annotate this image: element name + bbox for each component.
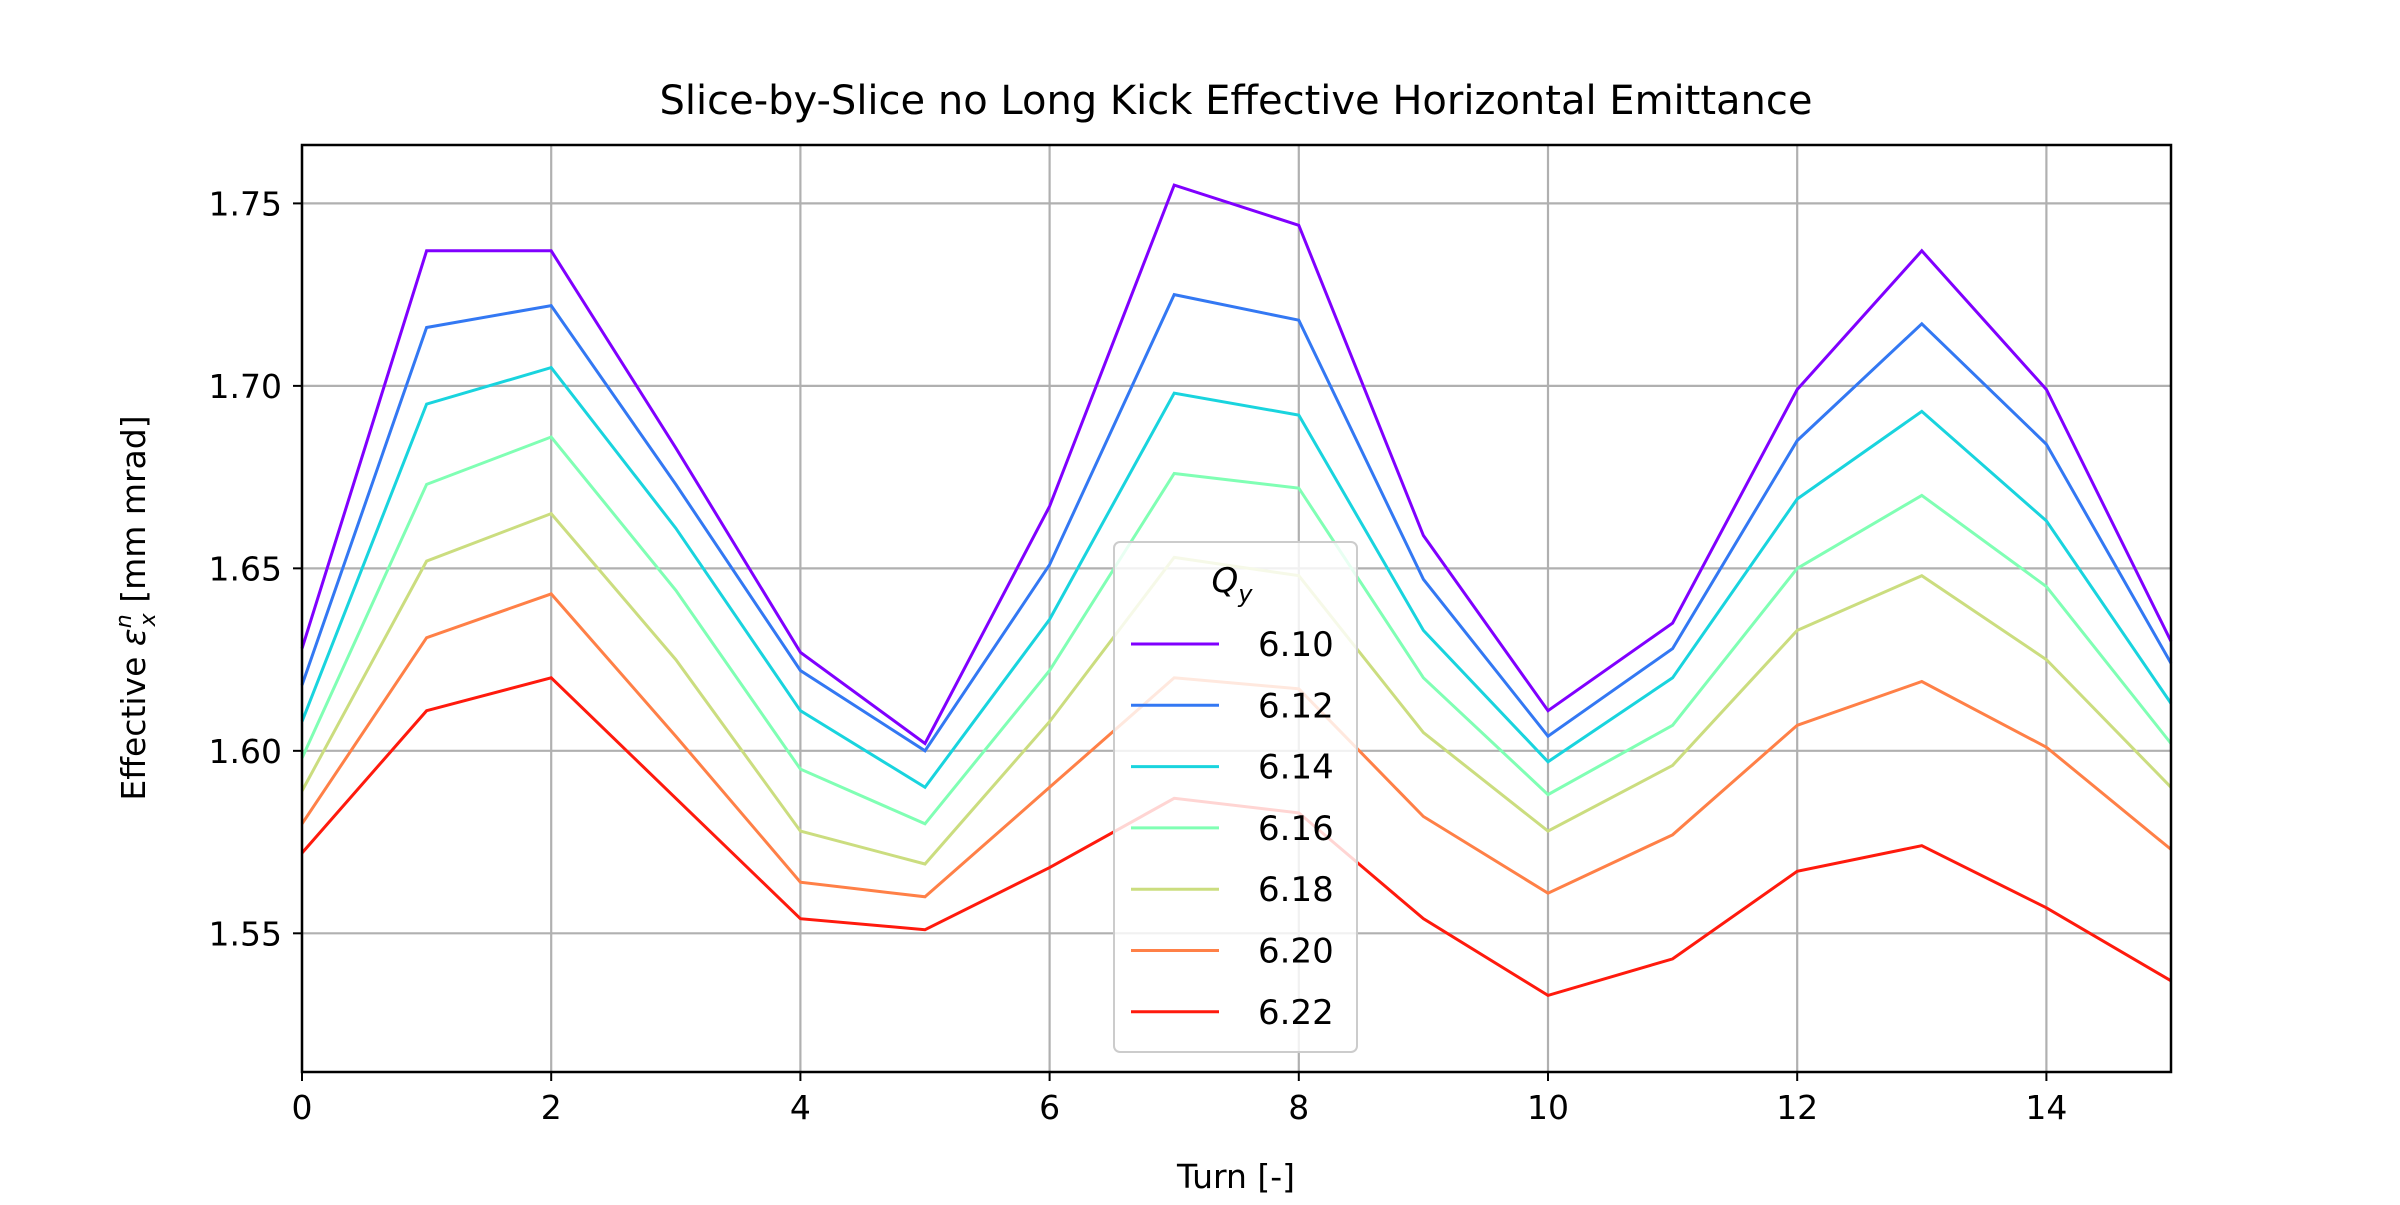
y-tick-label: 1.60 [209, 732, 282, 771]
legend-title-subscript: y [1237, 580, 1253, 608]
y-axis-label: Effective εnx [mm mrad] [112, 415, 161, 800]
x-tick-label: 2 [541, 1088, 562, 1127]
legend-label: 6.12 [1258, 686, 1334, 726]
y-tick-label: 1.65 [209, 549, 282, 588]
legend: Qy 6.10 6.12 6.14 6.16 6.18 6.20 6.22 [1113, 541, 1358, 1053]
legend-box [1113, 541, 1358, 1053]
y-tick-label: 1.55 [209, 914, 282, 953]
series-line-6-10 [300, 183, 2173, 746]
x-tick-label: 8 [1288, 1088, 1309, 1127]
y-axis-label-prefix: Effective [114, 646, 153, 800]
legend-label: 6.18 [1258, 870, 1334, 910]
y-tick-label: 1.70 [209, 367, 282, 406]
x-axis-ticks: 0 2 4 6 8 10 12 14 [292, 1072, 2067, 1127]
x-tick-label: 14 [2025, 1088, 2067, 1127]
legend-title: Qy [1212, 561, 1254, 608]
x-tick-label: 0 [292, 1088, 313, 1127]
y-axis-label-superscript: n [112, 614, 137, 628]
legend-entries: 6.10 6.12 6.14 6.16 6.18 6.20 6.22 [1131, 625, 1334, 1033]
x-tick-label: 4 [790, 1088, 811, 1127]
x-tick-label: 10 [1527, 1088, 1569, 1127]
chart-title: Slice-by-Slice no Long Kick Effective Ho… [659, 78, 1812, 124]
x-tick-label: 6 [1039, 1088, 1060, 1127]
x-tick-label: 12 [1776, 1088, 1818, 1127]
series-line-6-16 [300, 435, 2173, 826]
y-tick-label: 1.75 [209, 184, 282, 223]
y-axis-label-suffix: [mm mrad] [114, 415, 153, 613]
legend-label: 6.16 [1258, 809, 1334, 849]
legend-label: 6.10 [1258, 625, 1334, 665]
y-axis-label-symbol: ε [114, 628, 153, 646]
legend-title-main: Q [1212, 561, 1239, 601]
legend-label: 6.14 [1258, 748, 1334, 788]
series-line-6-14 [300, 365, 2173, 790]
series-line-6-12 [300, 292, 2173, 753]
y-axis-ticks: 1.55 1.60 1.65 1.70 1.75 [209, 184, 302, 953]
plot-frame [300, 143, 2173, 1074]
x-axis-label: Turn [-] [1176, 1157, 1295, 1196]
legend-label: 6.22 [1258, 993, 1334, 1033]
legend-label: 6.20 [1258, 932, 1334, 972]
y-axis-label-subscript: x [136, 612, 161, 627]
